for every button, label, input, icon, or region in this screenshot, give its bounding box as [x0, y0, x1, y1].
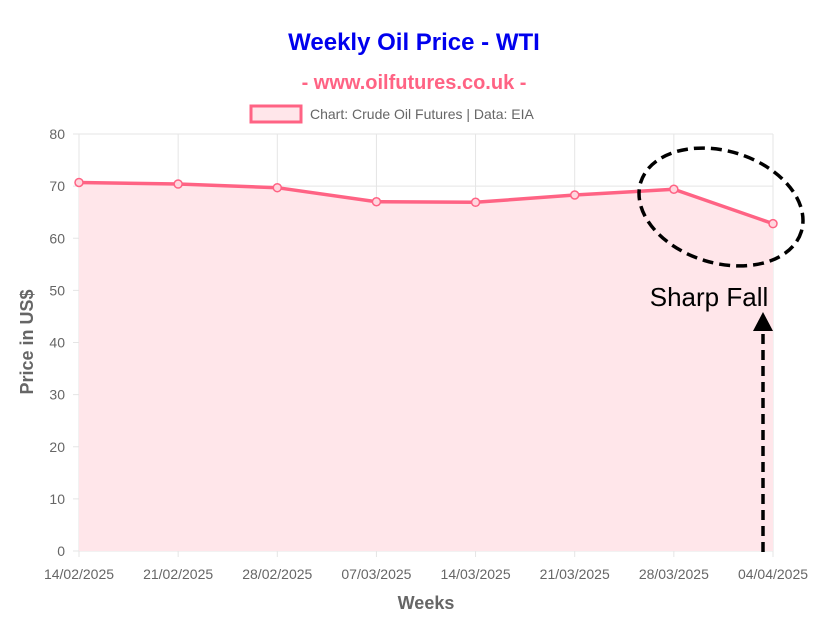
y-tick-label: 30	[49, 387, 65, 403]
chart-subtitle: - www.oilfutures.co.uk -	[302, 72, 527, 94]
x-tick-label: 28/02/2025	[242, 566, 312, 582]
series-area-fill	[79, 182, 773, 551]
x-axis-label: Weeks	[398, 593, 455, 613]
annotation-ellipse	[637, 146, 805, 268]
chart-title: Weekly Oil Price - WTI	[288, 29, 540, 56]
y-tick-label: 60	[49, 230, 65, 246]
tick-layer: 0 10 20 30 40 50 60 70 80 14/02/2025 21/02/2025 28/…	[44, 126, 808, 582]
x-tick-label: 07/03/2025	[341, 566, 411, 582]
data-point	[669, 184, 679, 195]
x-tick-label: 28/03/2025	[639, 566, 709, 582]
area-layer	[74, 177, 778, 551]
data-point	[74, 177, 84, 188]
x-tick-label: 21/03/2025	[540, 566, 610, 582]
data-point	[470, 197, 481, 208]
annotation-label: Sharp Fall	[650, 282, 769, 312]
y-tick-label: 70	[49, 178, 65, 194]
y-tick-label: 0	[57, 543, 65, 559]
data-point	[272, 182, 283, 193]
data-point	[569, 190, 580, 200]
legend-label: Chart: Crude Oil Futures | Data: EIA	[310, 106, 534, 122]
legend[interactable]: Chart: Crude Oil Futures | Data: EIA	[249, 104, 534, 124]
data-point	[173, 179, 183, 189]
annotation-arrow-head	[753, 312, 773, 331]
x-tick-label: 14/03/2025	[441, 566, 511, 582]
data-point	[371, 197, 382, 207]
x-tick-label: 14/02/2025	[44, 566, 114, 582]
y-tick-label: 50	[49, 282, 65, 298]
y-tick-label: 40	[49, 335, 65, 351]
y-axis-label: Price in US$	[17, 289, 37, 394]
series-line	[78, 180, 774, 226]
y-tick-label: 10	[49, 491, 65, 507]
x-tick-label: 04/04/2025	[738, 566, 808, 582]
x-tick-label: 21/02/2025	[143, 566, 213, 582]
data-point	[768, 218, 778, 229]
y-tick-label: 20	[49, 439, 65, 455]
annotation: Sharp Fall	[637, 146, 805, 552]
legend-swatch	[249, 104, 303, 124]
y-tick-label: 80	[49, 126, 65, 142]
